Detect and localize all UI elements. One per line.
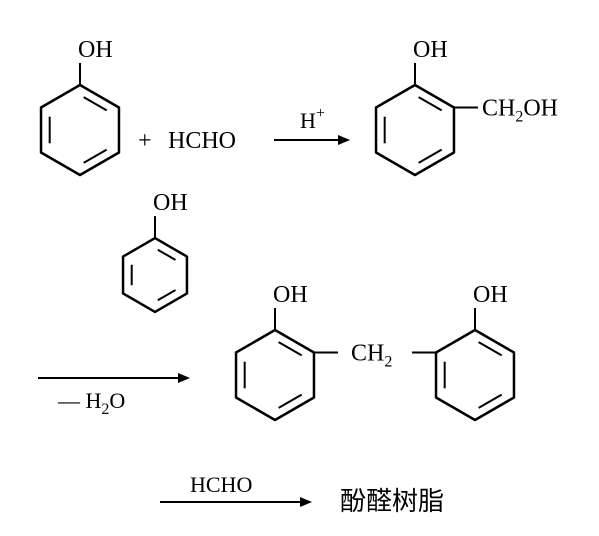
- label-HCHO: HCHO: [168, 128, 236, 154]
- label-CH2-bridge: CH2: [351, 341, 392, 371]
- phenol-2: OH: [123, 190, 188, 312]
- o-hydroxymethylphenol: OH CH2OH: [376, 37, 558, 175]
- arrowhead-1: [338, 135, 350, 145]
- label-Hplus: H+: [300, 105, 325, 133]
- label-OH: OH: [413, 37, 448, 63]
- phenol-1: OH: [41, 37, 119, 175]
- label-OH: OH: [473, 282, 508, 308]
- label-CH2OH: CH2OH: [482, 96, 558, 126]
- plus-sign: +: [138, 128, 152, 154]
- label-OH: OH: [273, 282, 308, 308]
- label-HCHO-2: HCHO: [190, 472, 252, 497]
- label-final-product: 酚醛树脂: [340, 487, 444, 516]
- arrowhead-3: [300, 497, 312, 507]
- dimer-ring-left: OH: [236, 282, 314, 420]
- reaction-scheme: OH + HCHO H+ OH CH2OH OH — H2O OH OH CH2 HCHO 酚醛树脂: [0, 0, 599, 536]
- dimer-ring-right: OH: [436, 282, 514, 420]
- label-minus-H2O: — H2O: [57, 388, 125, 418]
- label-OH: OH: [153, 190, 188, 216]
- label-OH: OH: [78, 37, 113, 63]
- arrowhead-2: [178, 373, 190, 383]
